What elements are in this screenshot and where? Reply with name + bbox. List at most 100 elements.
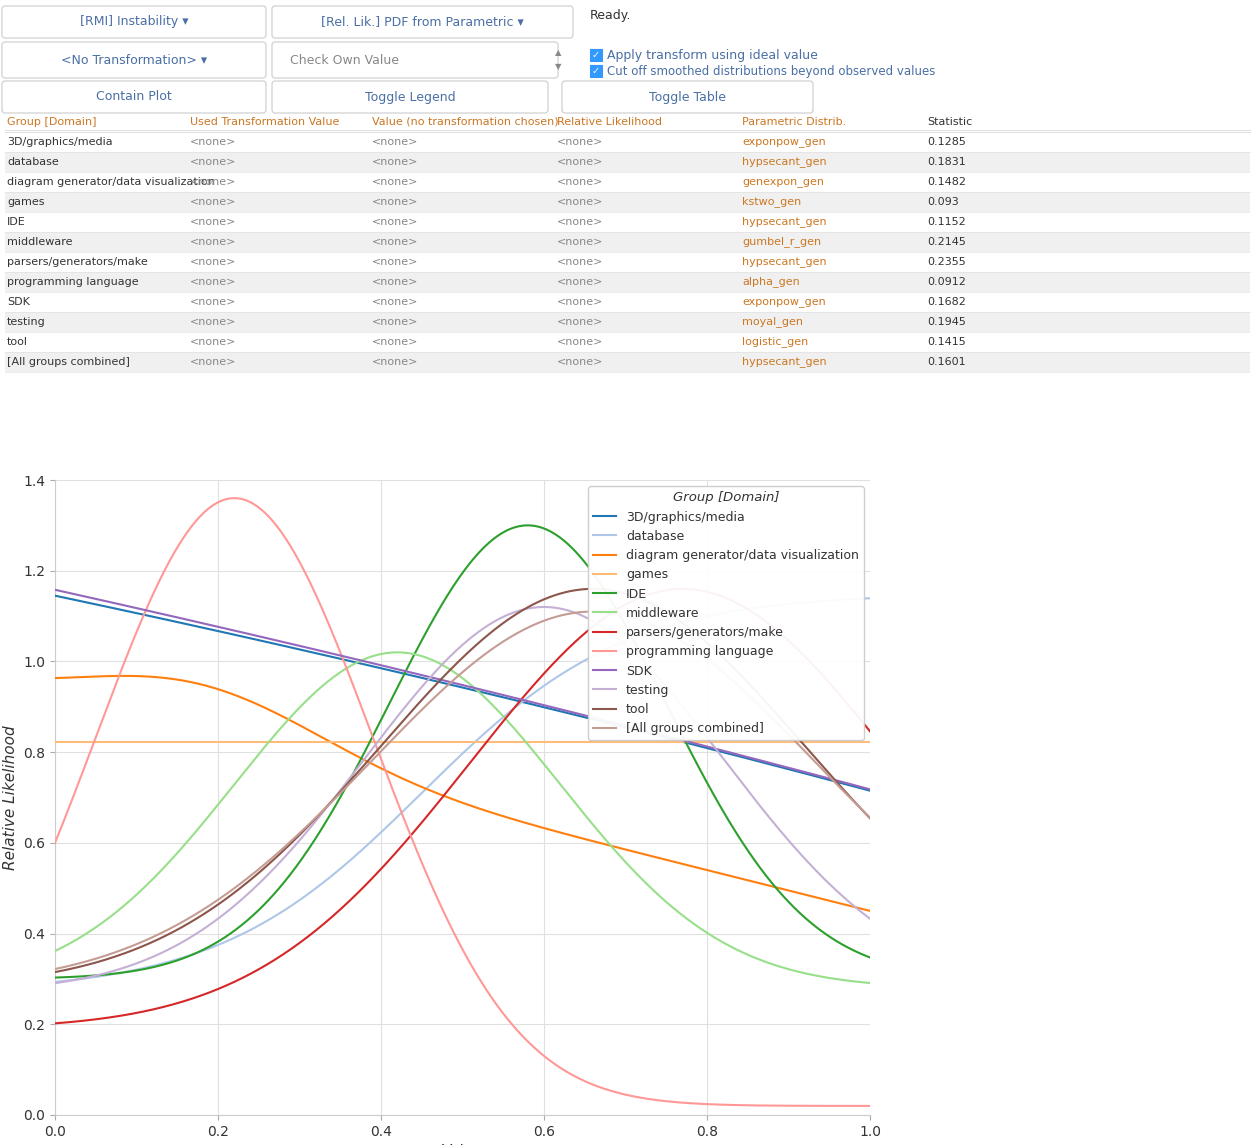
Text: Cut off smoothed distributions beyond observed values: Cut off smoothed distributions beyond ob…	[607, 64, 935, 78]
Text: Used Transformation Value: Used Transformation Value	[190, 117, 339, 127]
Text: <none>: <none>	[371, 177, 418, 187]
Text: hypsecant_gen: hypsecant_gen	[742, 356, 827, 368]
Bar	[5, 232, 1250, 252]
Text: <none>: <none>	[557, 317, 604, 327]
Text: parsers/generators/make: parsers/generators/make	[8, 256, 148, 267]
Bar	[5, 332, 1250, 352]
Text: moyal_gen: moyal_gen	[742, 316, 803, 327]
Text: 0.1482: 0.1482	[927, 177, 966, 187]
Text: <none>: <none>	[557, 177, 604, 187]
Text: SDK: SDK	[8, 297, 30, 307]
Text: exponpow_gen: exponpow_gen	[742, 297, 826, 307]
Text: <none>: <none>	[557, 297, 604, 307]
Bar	[5, 252, 1250, 273]
Text: [All groups combined]: [All groups combined]	[8, 357, 129, 368]
Text: <none>: <none>	[190, 218, 236, 227]
Text: 0.1285: 0.1285	[927, 137, 966, 147]
Bar	[5, 352, 1250, 372]
Bar	[5, 152, 1250, 172]
Text: IDE: IDE	[8, 218, 26, 227]
Text: <none>: <none>	[371, 337, 418, 347]
Text: [RMI] Instability ▾: [RMI] Instability ▾	[80, 16, 188, 29]
Text: alpha_gen: alpha_gen	[742, 277, 799, 287]
Text: ▲: ▲	[555, 48, 561, 57]
Text: <none>: <none>	[371, 137, 418, 147]
Text: <none>: <none>	[371, 277, 418, 287]
FancyBboxPatch shape	[3, 81, 266, 113]
Text: hypsecant_gen: hypsecant_gen	[742, 157, 827, 167]
Bar	[5, 292, 1250, 311]
Text: hypsecant_gen: hypsecant_gen	[742, 256, 827, 268]
Text: Group [Domain]: Group [Domain]	[8, 117, 97, 127]
Text: middleware: middleware	[8, 237, 73, 247]
Text: ▼: ▼	[555, 63, 561, 71]
Text: <none>: <none>	[557, 337, 604, 347]
Bar	[5, 192, 1250, 212]
Text: <none>: <none>	[557, 157, 604, 167]
Text: kstwo_gen: kstwo_gen	[742, 197, 801, 207]
FancyBboxPatch shape	[272, 6, 574, 38]
FancyBboxPatch shape	[3, 42, 266, 78]
Text: <none>: <none>	[557, 197, 604, 207]
Text: <none>: <none>	[557, 277, 604, 287]
Y-axis label: Relative Likelihood: Relative Likelihood	[3, 725, 18, 870]
Text: Toggle Table: Toggle Table	[649, 90, 725, 103]
Text: <none>: <none>	[557, 237, 604, 247]
FancyBboxPatch shape	[272, 81, 548, 113]
Text: 0.1152: 0.1152	[927, 218, 966, 227]
Text: <none>: <none>	[190, 357, 236, 368]
Bar	[5, 132, 1250, 152]
Text: <none>: <none>	[371, 297, 418, 307]
Text: genexpon_gen: genexpon_gen	[742, 177, 825, 187]
Text: <none>: <none>	[190, 277, 236, 287]
Bar	[5, 172, 1250, 192]
Text: 0.2355: 0.2355	[927, 256, 966, 267]
FancyBboxPatch shape	[3, 6, 266, 38]
Text: <none>: <none>	[190, 137, 236, 147]
Text: Check Own Value: Check Own Value	[290, 54, 399, 66]
Text: games: games	[8, 197, 44, 207]
Text: <none>: <none>	[371, 317, 418, 327]
Text: 0.1831: 0.1831	[927, 157, 966, 167]
Text: ✓: ✓	[592, 50, 600, 60]
Text: <none>: <none>	[371, 157, 418, 167]
Text: <none>: <none>	[371, 357, 418, 368]
Bar	[590, 65, 602, 77]
FancyBboxPatch shape	[272, 42, 558, 78]
Text: <none>: <none>	[371, 218, 418, 227]
Text: Value (no transformation chosen): Value (no transformation chosen)	[371, 117, 558, 127]
Text: <none>: <none>	[190, 256, 236, 267]
Text: <none>: <none>	[557, 218, 604, 227]
Text: [Rel. Lik.] PDF from Parametric ▾: [Rel. Lik.] PDF from Parametric ▾	[321, 16, 523, 29]
Text: diagram generator/data visualization: diagram generator/data visualization	[8, 177, 215, 187]
Text: hypsecant_gen: hypsecant_gen	[742, 216, 827, 228]
Text: exponpow_gen: exponpow_gen	[742, 137, 826, 147]
Text: Ready.: Ready.	[590, 8, 631, 22]
Text: <none>: <none>	[190, 317, 236, 327]
Text: logistic_gen: logistic_gen	[742, 337, 808, 347]
Text: <none>: <none>	[190, 177, 236, 187]
Text: tool: tool	[8, 337, 28, 347]
Text: <none>: <none>	[557, 256, 604, 267]
Text: 0.1415: 0.1415	[927, 337, 966, 347]
Text: testing: testing	[8, 317, 45, 327]
Text: <none>: <none>	[557, 137, 604, 147]
Text: <none>: <none>	[371, 237, 418, 247]
Text: <none>: <none>	[190, 337, 236, 347]
Text: ✓: ✓	[592, 66, 600, 76]
Text: gumbel_r_gen: gumbel_r_gen	[742, 237, 821, 247]
Text: Parametric Distrib.: Parametric Distrib.	[742, 117, 846, 127]
Bar	[5, 212, 1250, 232]
Bar	[5, 311, 1250, 332]
Text: programming language: programming language	[8, 277, 138, 287]
Text: Relative Likelihood: Relative Likelihood	[557, 117, 661, 127]
Text: <none>: <none>	[557, 357, 604, 368]
Text: 0.0912: 0.0912	[927, 277, 966, 287]
Text: Statistic: Statistic	[927, 117, 973, 127]
Text: <none>: <none>	[371, 256, 418, 267]
Bar	[5, 273, 1250, 292]
FancyBboxPatch shape	[562, 81, 813, 113]
Text: <No Transformation> ▾: <No Transformation> ▾	[61, 54, 207, 66]
Text: <none>: <none>	[190, 297, 236, 307]
Text: 0.1601: 0.1601	[927, 357, 965, 368]
